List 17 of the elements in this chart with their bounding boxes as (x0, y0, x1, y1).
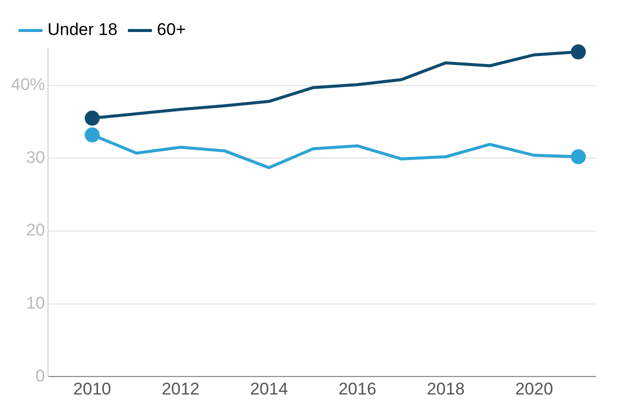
point (570, 149, 586, 164)
y-tick-label: 10 (26, 293, 46, 312)
x-tick-label: 2010 (73, 379, 112, 398)
x-tick-label: 2012 (162, 379, 200, 398)
y-tick-label: 40% (10, 75, 46, 94)
x-tick-label: 2020 (515, 379, 554, 398)
x-tick-label: 2016 (338, 379, 376, 398)
x-tick-label: 2018 (426, 379, 465, 398)
y-tick-label: 0 (36, 366, 46, 386)
x-tick-label: 2014 (250, 379, 288, 398)
legend-label: Under 18 (48, 20, 118, 40)
point (84, 110, 100, 126)
legend-label: 60+ (156, 20, 186, 40)
point (570, 44, 586, 60)
point (84, 127, 100, 142)
y-tick-label: 30 (26, 148, 46, 167)
y-tick-label: 20 (26, 220, 46, 240)
